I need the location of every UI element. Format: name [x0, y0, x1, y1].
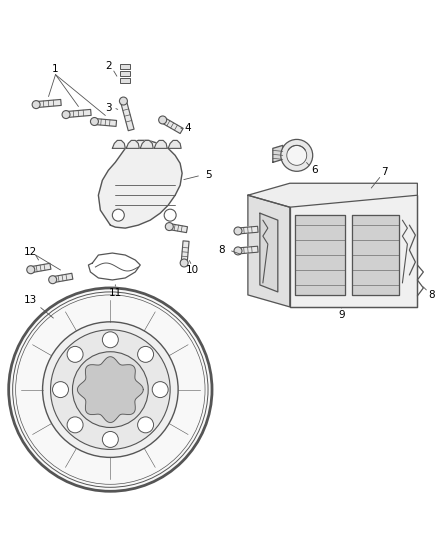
Circle shape [159, 116, 166, 124]
Circle shape [95, 375, 125, 405]
Circle shape [112, 209, 124, 221]
Text: 4: 4 [185, 124, 191, 133]
Polygon shape [260, 213, 278, 292]
Bar [120, 71, 130, 76]
Polygon shape [238, 227, 258, 234]
Circle shape [53, 382, 68, 398]
Polygon shape [238, 246, 258, 254]
Polygon shape [161, 117, 183, 134]
Polygon shape [99, 140, 182, 228]
Circle shape [138, 346, 154, 362]
Circle shape [32, 101, 40, 109]
Text: 1: 1 [52, 63, 59, 74]
Polygon shape [168, 140, 181, 148]
Circle shape [62, 110, 70, 118]
Polygon shape [36, 100, 61, 108]
Circle shape [152, 382, 168, 398]
Polygon shape [78, 357, 143, 423]
Text: 7: 7 [381, 167, 388, 177]
Text: 11: 11 [109, 288, 122, 298]
Circle shape [49, 276, 57, 284]
Text: 13: 13 [24, 295, 37, 305]
Polygon shape [140, 140, 153, 148]
Circle shape [165, 223, 173, 231]
Circle shape [9, 288, 212, 491]
Polygon shape [120, 100, 134, 131]
Polygon shape [181, 241, 189, 263]
Polygon shape [248, 183, 417, 207]
Circle shape [67, 417, 83, 433]
Polygon shape [290, 195, 417, 307]
Circle shape [72, 352, 148, 427]
Polygon shape [30, 263, 51, 273]
Polygon shape [352, 215, 399, 295]
Polygon shape [273, 146, 283, 163]
Text: 12: 12 [24, 247, 37, 257]
Bar [120, 78, 130, 83]
Text: 5: 5 [205, 170, 212, 180]
Text: 10: 10 [186, 265, 199, 275]
Circle shape [27, 266, 35, 274]
Polygon shape [66, 109, 91, 118]
Circle shape [138, 417, 154, 433]
Circle shape [164, 209, 176, 221]
Text: 8: 8 [428, 290, 434, 300]
Text: 3: 3 [105, 102, 112, 112]
Polygon shape [248, 195, 290, 307]
Circle shape [234, 247, 242, 255]
Text: 9: 9 [338, 310, 345, 320]
Polygon shape [295, 215, 345, 295]
Text: 6: 6 [311, 165, 318, 175]
Polygon shape [52, 273, 73, 282]
Circle shape [180, 259, 188, 267]
Bar [120, 63, 130, 69]
Polygon shape [112, 140, 125, 148]
Circle shape [281, 140, 313, 171]
Circle shape [67, 346, 83, 362]
Polygon shape [169, 224, 187, 232]
Circle shape [234, 227, 242, 235]
Polygon shape [154, 140, 167, 148]
Circle shape [42, 322, 178, 457]
Polygon shape [94, 118, 117, 126]
Circle shape [287, 146, 307, 165]
Circle shape [120, 97, 127, 105]
Circle shape [102, 432, 118, 447]
Text: 2: 2 [105, 61, 112, 71]
Polygon shape [126, 140, 139, 148]
Circle shape [102, 332, 118, 348]
Text: 8: 8 [219, 245, 225, 255]
Circle shape [50, 330, 170, 449]
Circle shape [91, 117, 99, 125]
